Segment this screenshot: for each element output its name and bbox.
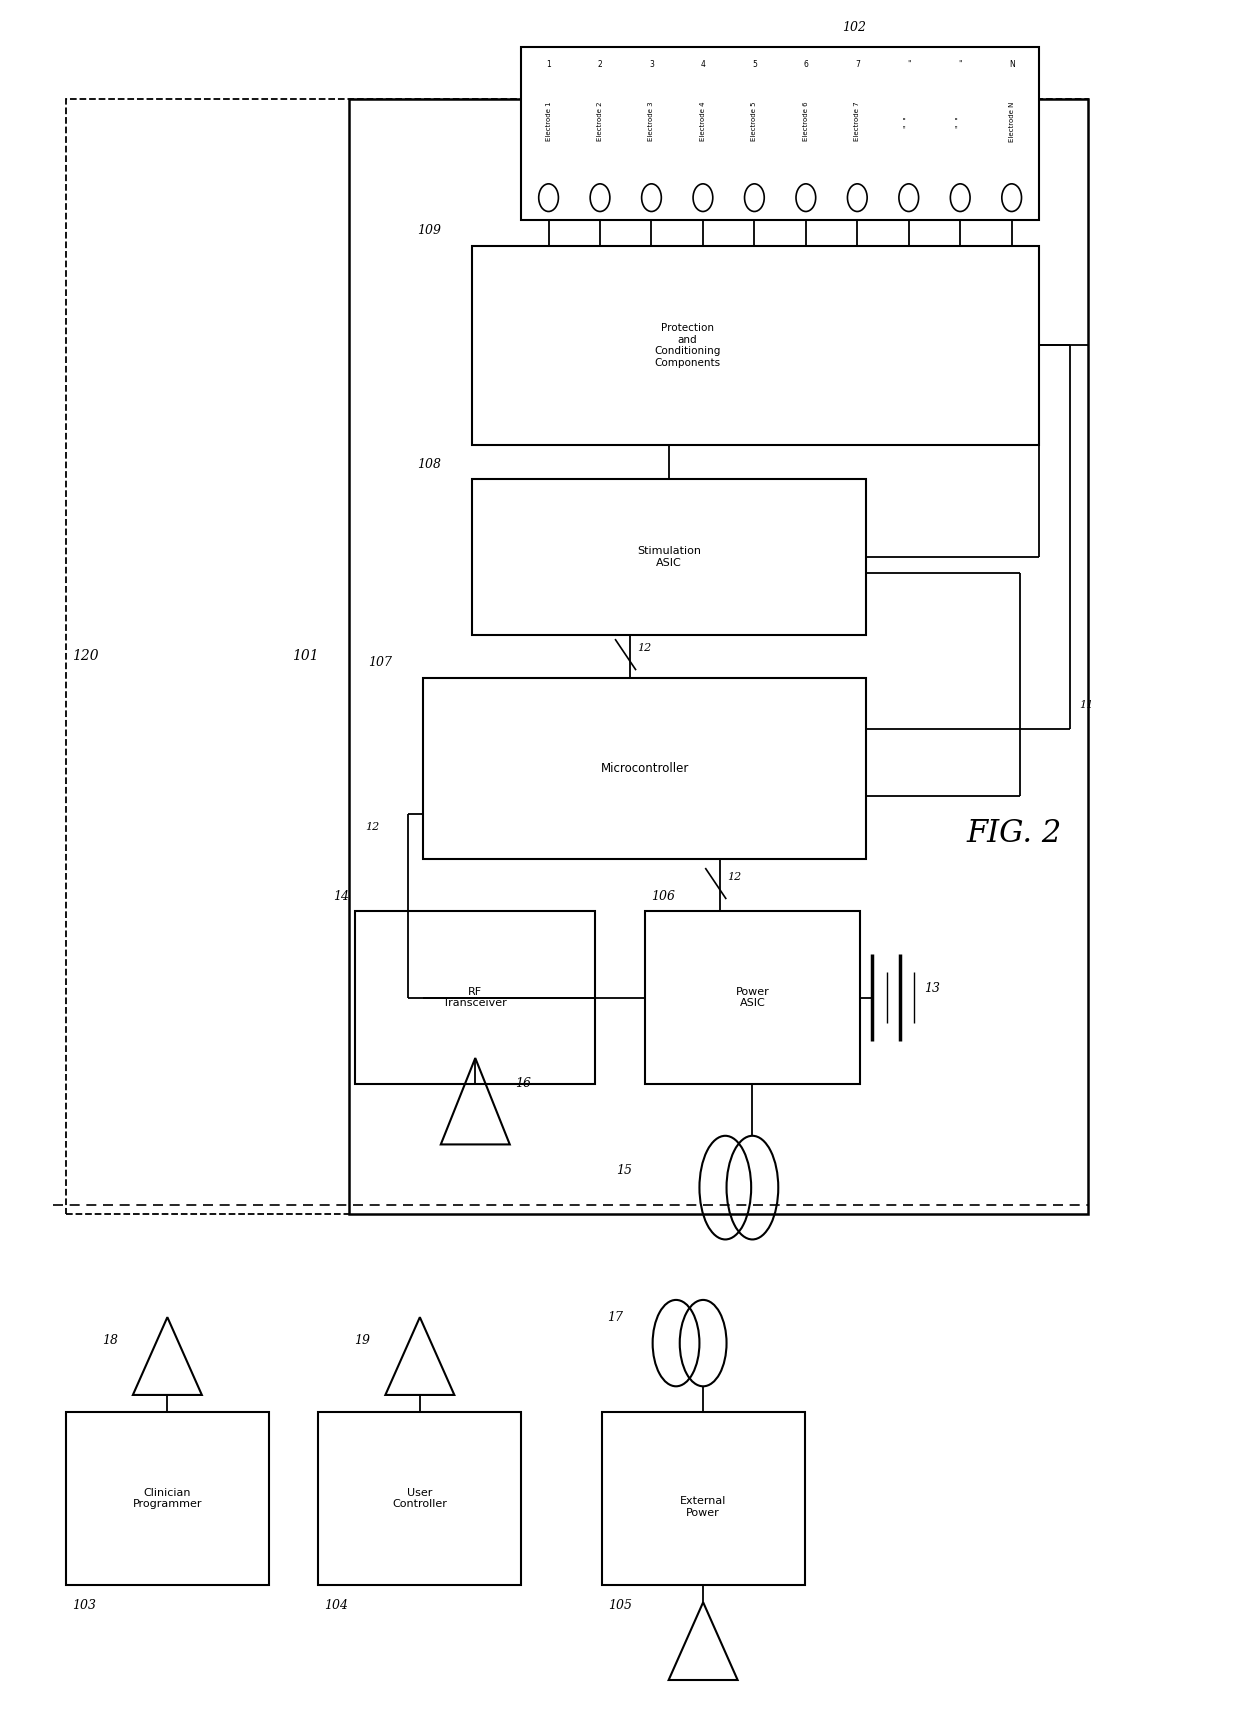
Text: 104: 104 — [325, 1599, 348, 1611]
Circle shape — [641, 184, 661, 212]
Text: FIG. 2: FIG. 2 — [966, 818, 1061, 849]
Text: 16: 16 — [515, 1078, 531, 1090]
Text: 17: 17 — [608, 1311, 622, 1323]
Text: Electrode 2: Electrode 2 — [596, 102, 603, 141]
Text: 103: 103 — [72, 1599, 95, 1611]
Circle shape — [1002, 184, 1022, 212]
Text: Stimulation
ASIC: Stimulation ASIC — [637, 547, 702, 568]
Text: 120: 120 — [72, 649, 98, 663]
Text: Electrode 3: Electrode 3 — [649, 102, 655, 141]
Circle shape — [590, 184, 610, 212]
Text: ": " — [959, 61, 962, 69]
Text: Electrode N: Electrode N — [1008, 101, 1014, 142]
Text: 14: 14 — [334, 889, 348, 903]
Text: 2: 2 — [598, 61, 603, 69]
Text: 12: 12 — [728, 871, 742, 882]
Bar — [472, 247, 1039, 444]
Text: RF
Transceiver: RF Transceiver — [444, 986, 507, 1009]
Text: 15: 15 — [616, 1163, 632, 1177]
Text: "  ": " " — [904, 116, 913, 127]
Text: Electrode 7: Electrode 7 — [854, 102, 861, 141]
Circle shape — [538, 184, 558, 212]
Text: Electrode 6: Electrode 6 — [802, 102, 808, 141]
Text: ": " — [906, 61, 910, 69]
Text: 4: 4 — [701, 61, 706, 69]
Circle shape — [847, 184, 867, 212]
Text: 7: 7 — [854, 61, 859, 69]
Text: 102: 102 — [842, 21, 866, 33]
Text: 12: 12 — [366, 821, 379, 832]
Text: 5: 5 — [751, 61, 756, 69]
Text: 11: 11 — [1079, 700, 1094, 710]
Text: 109: 109 — [418, 224, 441, 238]
Bar — [348, 99, 1087, 1213]
Circle shape — [744, 184, 764, 212]
Text: 19: 19 — [355, 1333, 371, 1347]
Text: N: N — [1009, 61, 1014, 69]
Circle shape — [899, 184, 919, 212]
Bar — [319, 1411, 522, 1585]
Text: 108: 108 — [418, 458, 441, 470]
Text: 13: 13 — [924, 983, 940, 995]
Text: Electrode 5: Electrode 5 — [751, 102, 758, 141]
Bar — [355, 911, 595, 1083]
Text: 106: 106 — [651, 889, 675, 903]
Bar — [472, 479, 867, 635]
Text: Electrode 4: Electrode 4 — [699, 102, 706, 141]
Text: External
Power: External Power — [680, 1496, 727, 1517]
Text: "  ": " " — [956, 116, 965, 127]
Text: 6: 6 — [804, 61, 808, 69]
Bar — [66, 1411, 269, 1585]
Text: 105: 105 — [608, 1599, 631, 1611]
Text: Microcontroller: Microcontroller — [600, 762, 689, 776]
Bar — [66, 99, 1087, 1213]
Text: 107: 107 — [368, 656, 392, 670]
Text: Power
ASIC: Power ASIC — [735, 986, 769, 1009]
Circle shape — [693, 184, 713, 212]
Text: 101: 101 — [291, 649, 319, 663]
Circle shape — [950, 184, 970, 212]
Text: Protection
and
Conditioning
Components: Protection and Conditioning Components — [655, 323, 720, 368]
Bar — [423, 679, 867, 859]
Bar — [601, 1411, 805, 1585]
Text: 3: 3 — [649, 61, 653, 69]
Text: 18: 18 — [102, 1333, 118, 1347]
Bar — [522, 47, 1039, 220]
Text: Clinician
Programmer: Clinician Programmer — [133, 1488, 202, 1509]
Bar — [645, 911, 861, 1083]
Text: 1: 1 — [546, 61, 551, 69]
Text: User
Controller: User Controller — [392, 1488, 448, 1509]
Circle shape — [796, 184, 816, 212]
Text: 12: 12 — [637, 642, 651, 653]
Text: Electrode 1: Electrode 1 — [546, 102, 552, 141]
